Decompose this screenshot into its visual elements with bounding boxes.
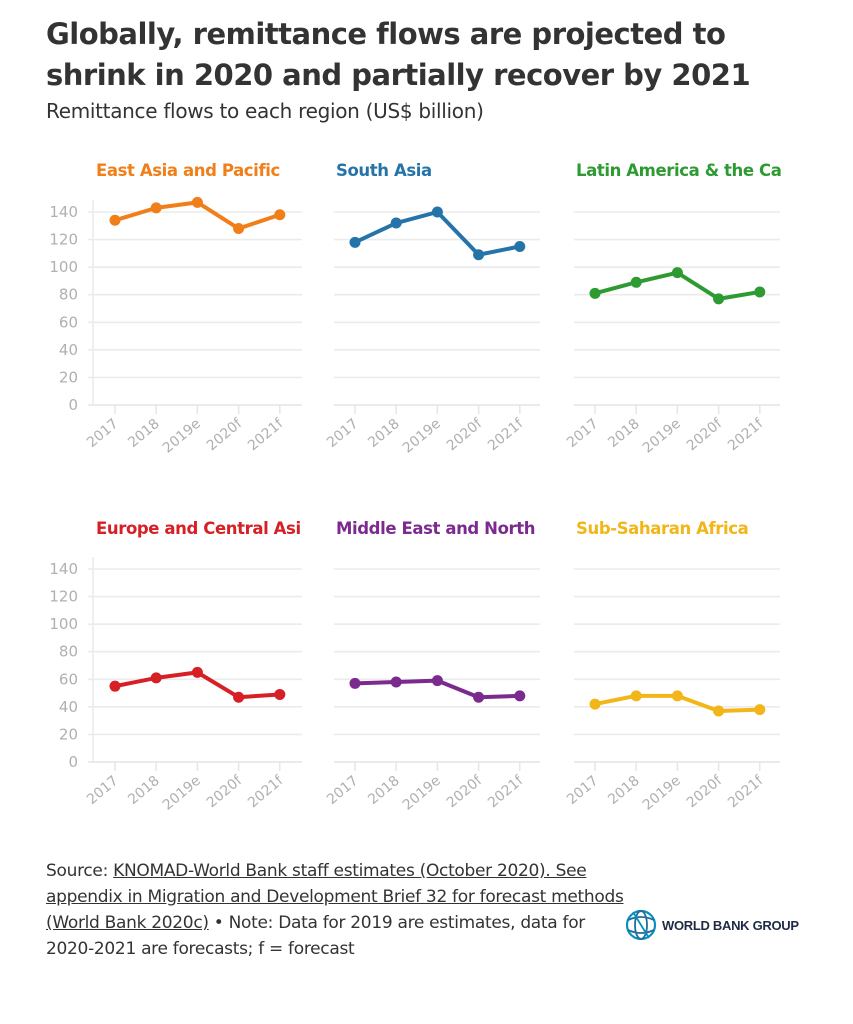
- globe-icon: [625, 909, 657, 941]
- data-point: [713, 705, 725, 717]
- y-tick-label: 80: [59, 643, 78, 661]
- x-tick-label: 2019e: [160, 416, 204, 457]
- x-tick-label: 2017: [324, 773, 362, 808]
- data-point: [390, 676, 402, 688]
- series-line: [353, 210, 522, 257]
- small-multiples-chart: East Asia and Pacific 0 20 40 60 80 100 120 140 2…: [49, 161, 782, 814]
- y-tick-label: 100: [49, 258, 78, 276]
- y-tick-label: 20: [59, 725, 78, 743]
- source-prefix: Source:: [46, 861, 114, 881]
- data-point: [191, 196, 203, 208]
- x-tick-label: 2017: [84, 416, 122, 451]
- x-tick-label: 2021f: [725, 772, 767, 811]
- y-tick-label: 60: [59, 670, 78, 688]
- data-point: [589, 698, 601, 710]
- y-tick-label: 40: [59, 341, 78, 359]
- y-tick-label: 120: [49, 231, 78, 249]
- data-point: [150, 672, 162, 684]
- data-point: [431, 206, 443, 218]
- x-tick-label: 2019e: [400, 416, 444, 457]
- x-tick-label: 2017: [84, 773, 122, 808]
- x-tick-label: 2018: [125, 773, 163, 808]
- note-text: • Note: Data for 2019 are estimates, dat…: [46, 913, 585, 959]
- x-tick-label: 2021f: [725, 415, 767, 454]
- data-point: [630, 276, 642, 288]
- x-tick-label: 2020f: [444, 415, 486, 454]
- data-point: [191, 666, 203, 678]
- y-tick-label: 0: [68, 396, 78, 414]
- data-point: [109, 214, 121, 226]
- x-tick-label: 2021f: [245, 415, 287, 454]
- x-tick-label: 2018: [365, 773, 403, 808]
- x-tick-label: 2020f: [204, 415, 246, 454]
- x-tick-label: 2017: [324, 416, 362, 451]
- x-tick-label: 2019e: [160, 773, 204, 814]
- data-point: [233, 691, 245, 703]
- y-tick-label: 20: [59, 368, 78, 386]
- x-tick-label: 2021f: [485, 772, 527, 811]
- y-tick-label: 80: [59, 286, 78, 304]
- panel-title: South Asia: [336, 161, 432, 180]
- panel-title: Latin America & the Ca: [576, 161, 781, 180]
- data-point: [349, 677, 361, 689]
- data-point: [671, 690, 683, 702]
- x-tick-label: 2019e: [400, 773, 444, 814]
- data-point: [274, 688, 286, 700]
- data-point: [630, 690, 642, 702]
- data-point: [754, 704, 766, 716]
- world-bank-logo: WORLD BANK GROUP: [624, 908, 799, 942]
- data-point: [514, 690, 526, 702]
- y-tick-label: 140: [49, 203, 78, 221]
- data-point: [671, 267, 683, 279]
- x-tick-label: 2021f: [245, 772, 287, 811]
- data-point: [514, 240, 526, 252]
- y-tick-label: 120: [49, 588, 78, 606]
- x-tick-label: 2018: [365, 416, 403, 451]
- y-tick-label: 140: [49, 560, 78, 578]
- data-point: [233, 223, 245, 235]
- x-tick-label: 2020f: [684, 772, 726, 811]
- data-point: [109, 680, 121, 692]
- data-point: [473, 691, 485, 703]
- panel-title: East Asia and Pacific: [96, 161, 280, 180]
- x-tick-label: 2018: [125, 416, 163, 451]
- x-tick-label: 2019e: [640, 416, 684, 457]
- data-point: [150, 202, 162, 214]
- y-tick-label: 0: [68, 753, 78, 771]
- data-point: [274, 209, 286, 221]
- data-point: [431, 675, 443, 687]
- x-tick-label: 2019e: [640, 773, 684, 814]
- data-point: [349, 236, 361, 248]
- panel-3: Europe and Central Asi 0 20 40 60 80 100 120 140…: [49, 519, 302, 814]
- x-tick-label: 2018: [605, 773, 643, 808]
- x-tick-label: 2017: [564, 773, 602, 808]
- x-tick-label: 2020f: [204, 772, 246, 811]
- x-tick-label: 2020f: [684, 415, 726, 454]
- data-point: [390, 217, 402, 229]
- x-tick-label: 2021f: [485, 415, 527, 454]
- data-point: [589, 287, 601, 299]
- x-tick-label: 2017: [564, 416, 602, 451]
- x-tick-label: 2018: [605, 416, 643, 451]
- panel-title: Middle East and North: [336, 519, 535, 538]
- logo-text: WORLD BANK GROUP: [662, 917, 799, 933]
- source-link[interactable]: KNOMAD-World Bank staff estimates (Octob…: [46, 861, 624, 933]
- source-note: Source: KNOMAD-World Bank staff estimate…: [46, 858, 626, 962]
- y-tick-label: 60: [59, 313, 78, 331]
- data-point: [473, 249, 485, 261]
- panel-0: East Asia and Pacific 0 20 40 60 80 100 120 140 2…: [49, 161, 302, 457]
- data-point: [754, 286, 766, 298]
- data-point: [713, 293, 725, 305]
- x-tick-label: 2020f: [444, 772, 486, 811]
- y-tick-label: 40: [59, 698, 78, 716]
- panel-title: Sub-Saharan Africa: [576, 519, 748, 538]
- panel-title: Europe and Central Asi: [96, 519, 301, 538]
- y-tick-label: 100: [49, 615, 78, 633]
- chart-title: Globally, remittance flows are projected…: [46, 17, 751, 92]
- chart-subtitle: Remittance flows to each region (US$ bil…: [46, 99, 484, 123]
